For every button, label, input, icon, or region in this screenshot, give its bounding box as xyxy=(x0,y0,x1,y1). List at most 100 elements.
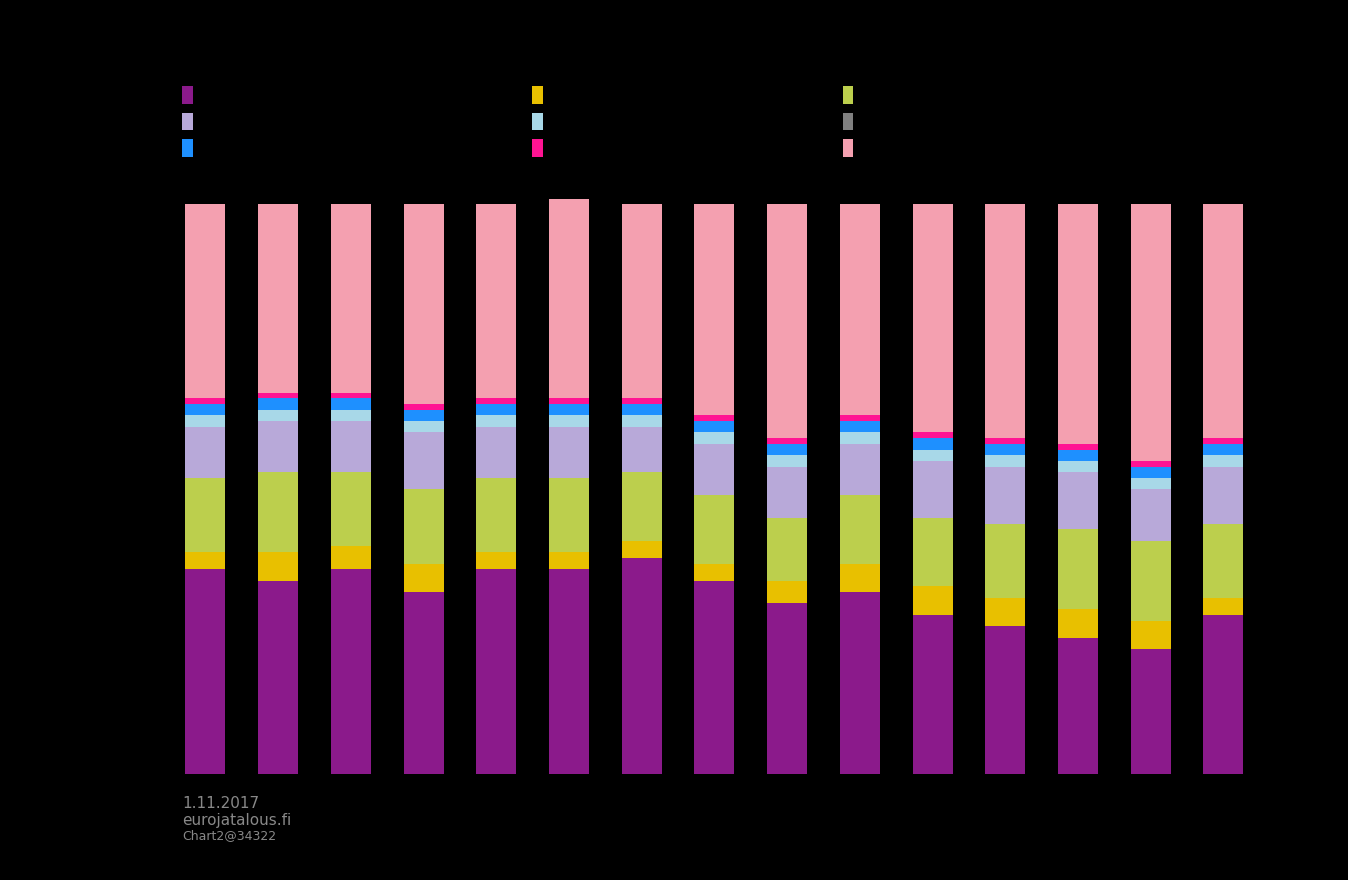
Bar xyxy=(549,427,589,478)
Bar xyxy=(1204,455,1243,466)
Bar xyxy=(1058,444,1099,450)
Bar xyxy=(767,581,807,604)
Bar xyxy=(330,473,371,546)
Bar xyxy=(257,421,298,473)
Bar xyxy=(1204,615,1243,774)
Bar xyxy=(330,421,371,473)
Bar xyxy=(186,415,225,427)
Bar xyxy=(1058,461,1099,473)
Bar xyxy=(330,392,371,399)
Bar xyxy=(621,404,662,415)
Bar xyxy=(840,204,880,415)
Bar xyxy=(621,204,662,399)
Bar xyxy=(913,204,953,432)
Bar xyxy=(621,540,662,558)
Text: eurojatalous.fi: eurojatalous.fi xyxy=(182,812,291,827)
Bar xyxy=(694,563,735,581)
Bar xyxy=(257,399,298,410)
Bar xyxy=(767,455,807,466)
Bar xyxy=(186,399,225,404)
Bar xyxy=(767,444,807,455)
Bar xyxy=(985,438,1026,444)
Bar xyxy=(1058,204,1099,444)
Bar xyxy=(767,518,807,581)
Bar xyxy=(1058,530,1099,609)
Bar xyxy=(767,466,807,518)
Bar xyxy=(985,466,1026,524)
Bar xyxy=(549,569,589,774)
Bar xyxy=(621,427,662,473)
Bar xyxy=(403,563,443,592)
Text: Chart2@34322: Chart2@34322 xyxy=(182,829,276,841)
Bar xyxy=(694,432,735,444)
Bar xyxy=(403,410,443,421)
Bar xyxy=(840,592,880,774)
Bar xyxy=(549,552,589,569)
Bar xyxy=(1058,638,1099,774)
Bar xyxy=(476,478,516,552)
Bar xyxy=(1204,204,1243,438)
Bar xyxy=(186,204,225,399)
Bar xyxy=(621,473,662,540)
Bar xyxy=(330,204,371,392)
Bar xyxy=(767,204,807,438)
Bar xyxy=(257,392,298,399)
Bar xyxy=(913,432,953,438)
Bar xyxy=(1204,444,1243,455)
Text: 1.11.2017: 1.11.2017 xyxy=(182,796,259,810)
Bar xyxy=(767,438,807,444)
Bar xyxy=(403,592,443,774)
Bar xyxy=(1204,466,1243,524)
Bar xyxy=(549,415,589,427)
Bar xyxy=(621,415,662,427)
Bar xyxy=(1131,204,1171,461)
Bar xyxy=(1131,489,1171,540)
Bar xyxy=(186,478,225,552)
Bar xyxy=(476,399,516,404)
Bar xyxy=(476,569,516,774)
Bar xyxy=(840,432,880,444)
Bar xyxy=(840,421,880,432)
Bar xyxy=(767,604,807,774)
Bar xyxy=(1131,461,1171,466)
Bar xyxy=(694,581,735,774)
Bar xyxy=(621,399,662,404)
Bar xyxy=(840,495,880,563)
Bar xyxy=(913,518,953,586)
Bar xyxy=(1131,466,1171,478)
Bar xyxy=(840,415,880,421)
Bar xyxy=(476,427,516,478)
Bar xyxy=(257,581,298,774)
Bar xyxy=(985,524,1026,598)
Bar xyxy=(330,410,371,421)
Bar xyxy=(985,204,1026,438)
Bar xyxy=(1204,438,1243,444)
Bar xyxy=(186,569,225,774)
Bar xyxy=(403,404,443,410)
Bar xyxy=(549,199,589,399)
Bar xyxy=(330,569,371,774)
Bar xyxy=(694,444,735,495)
Bar xyxy=(257,410,298,421)
Bar xyxy=(913,450,953,461)
Bar xyxy=(257,473,298,552)
Bar xyxy=(549,404,589,415)
Bar xyxy=(403,204,443,404)
Bar xyxy=(985,444,1026,455)
Bar xyxy=(476,552,516,569)
Bar xyxy=(330,399,371,410)
Bar xyxy=(913,615,953,774)
Bar xyxy=(403,421,443,432)
Bar xyxy=(985,598,1026,627)
Bar xyxy=(1204,524,1243,598)
Bar xyxy=(1058,609,1099,638)
Bar xyxy=(549,478,589,552)
Bar xyxy=(985,455,1026,466)
Bar xyxy=(1204,598,1243,615)
Bar xyxy=(549,399,589,404)
Bar xyxy=(913,461,953,518)
Bar xyxy=(1131,649,1171,774)
Bar xyxy=(403,489,443,563)
Bar xyxy=(1058,450,1099,461)
Bar xyxy=(694,421,735,432)
